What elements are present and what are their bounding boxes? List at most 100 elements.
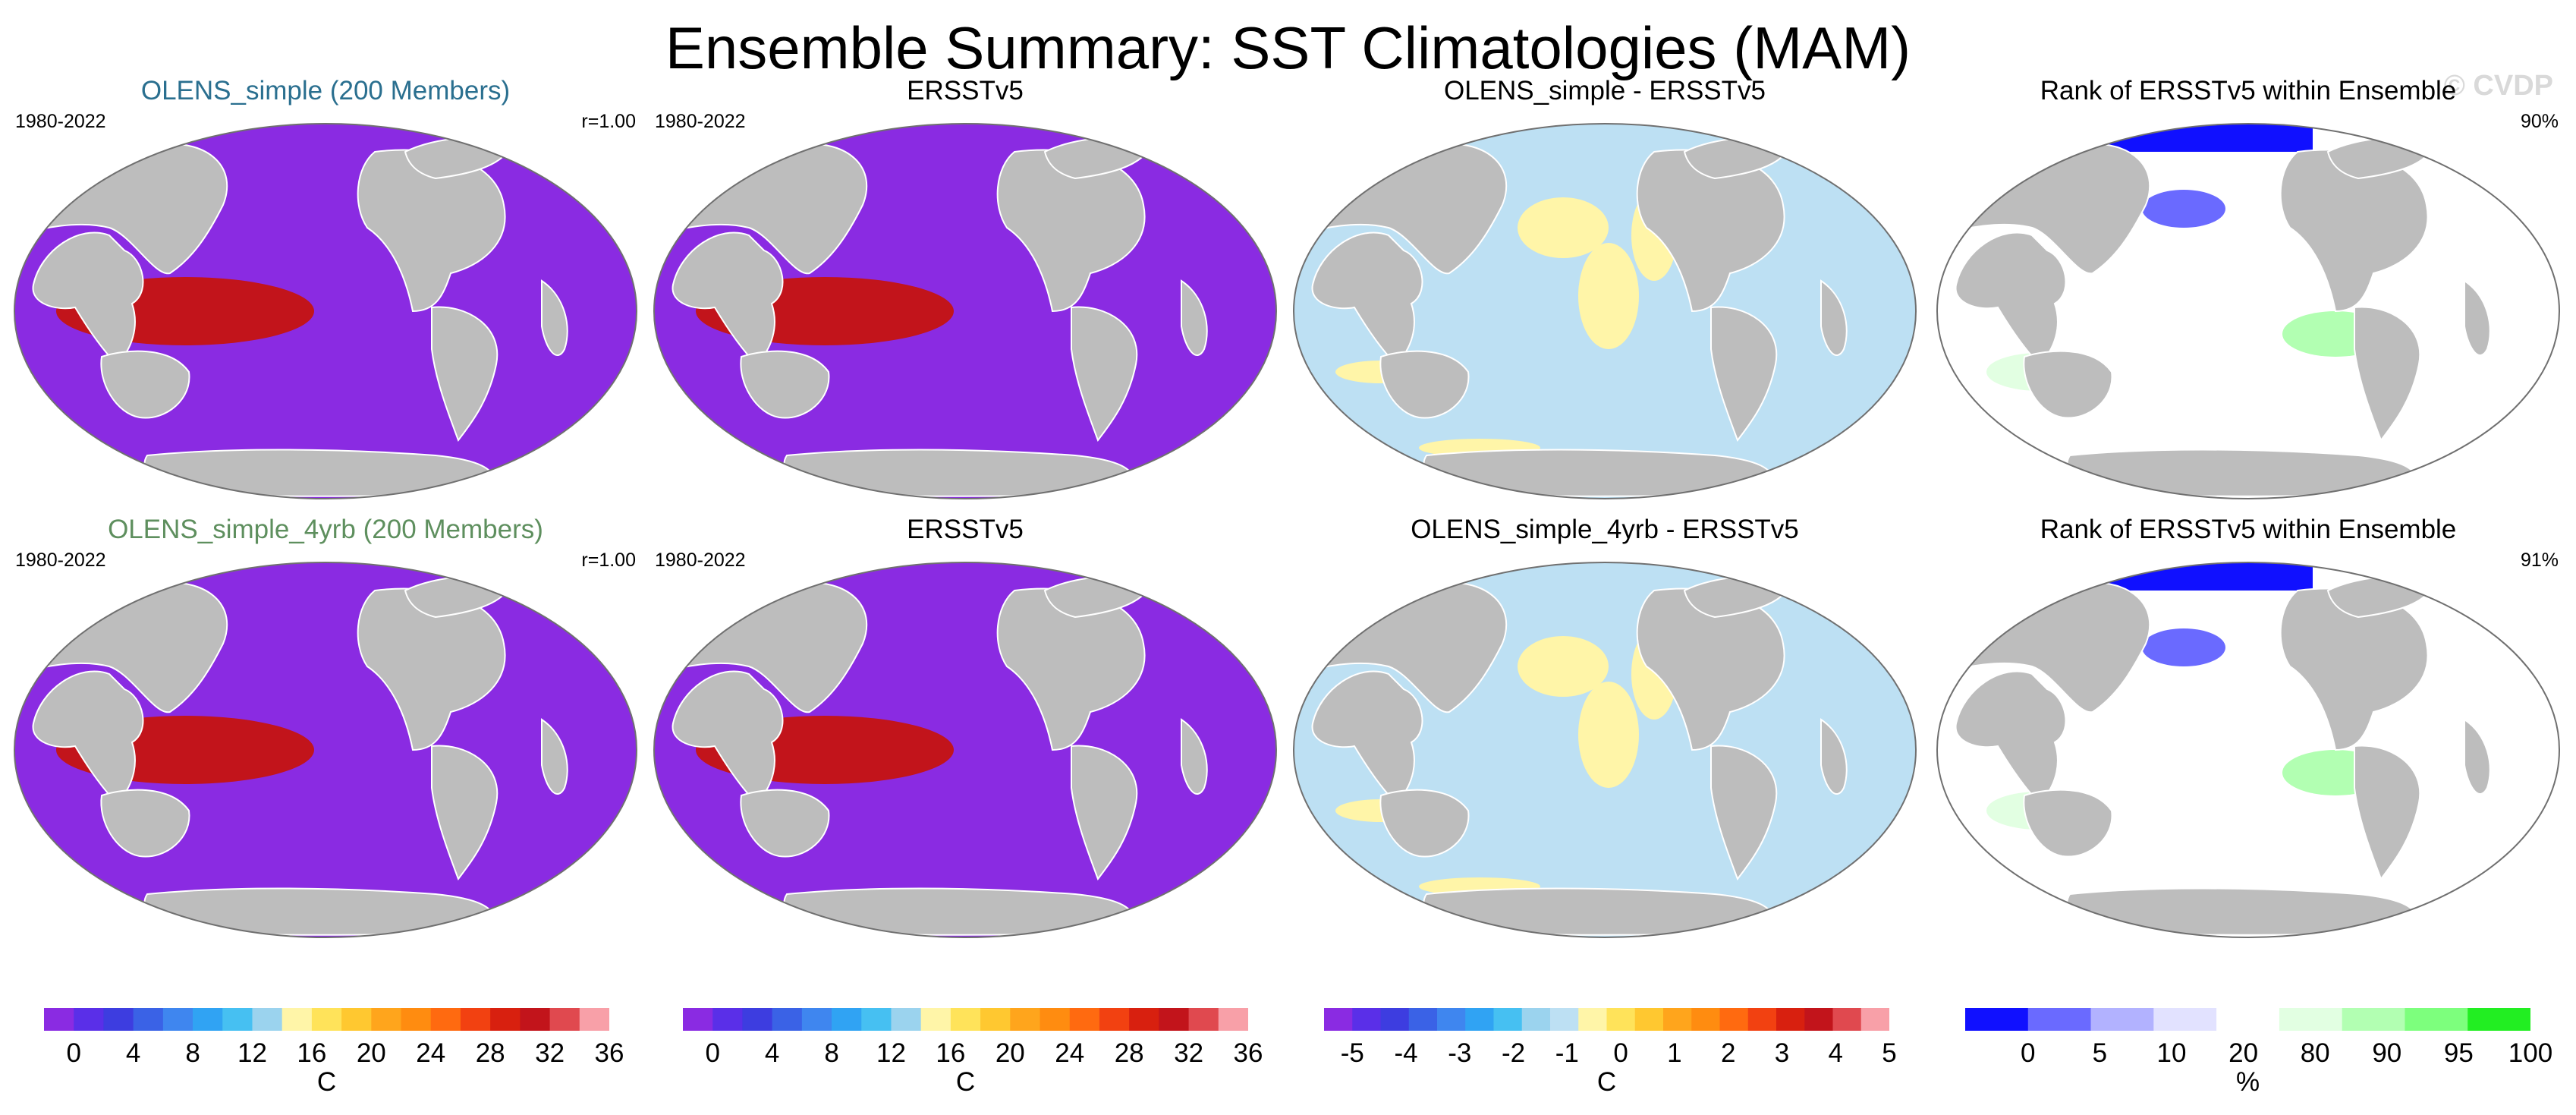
colorbar-swatch — [950, 1008, 981, 1031]
map-panel: OLENS_simple_4yrb (200 Members) 1980-2022… — [11, 515, 640, 940]
colorbar-swatch — [1691, 1008, 1720, 1031]
landmass — [2464, 718, 2491, 795]
colorbar-swatch — [801, 1008, 832, 1031]
colorbar-tick-label: 36 — [1233, 1038, 1263, 1068]
landmass — [2023, 350, 2113, 419]
colorbar-swatch — [1380, 1008, 1410, 1031]
colorbar-swatch — [2342, 1008, 2405, 1031]
colorbar-unit: C — [316, 1067, 337, 1097]
colorbar-unit: % — [2235, 1067, 2260, 1097]
colorbar-tick-label: 16 — [936, 1038, 966, 1068]
colorbar-swatch — [1437, 1008, 1466, 1031]
colorbar-swatch — [1521, 1008, 1551, 1031]
colorbar-swatch — [712, 1008, 743, 1031]
colorbar-swatch — [430, 1008, 461, 1031]
colorbar-swatch — [1719, 1008, 1749, 1031]
colorbar-unit: C — [955, 1067, 976, 1097]
rank-low-area — [2142, 628, 2225, 666]
landmass — [1071, 745, 1138, 881]
map-outline — [13, 123, 638, 499]
landmass — [1820, 279, 1848, 356]
colorbar: 0 5 10 20 80 90 95 100% — [1965, 1008, 2552, 1097]
colorbar-swatch — [772, 1008, 803, 1031]
colorbar-swatch — [401, 1008, 432, 1031]
colorbar-swatch — [2216, 1008, 2280, 1031]
colorbar-tick-label: 1 — [1667, 1038, 1682, 1068]
map-panel: ERSSTv5 1980-2022 — [650, 76, 1280, 501]
landmass — [2279, 149, 2429, 313]
panel-period: 1980-2022 — [655, 111, 746, 132]
colorbar-swatch — [832, 1008, 862, 1031]
landmass — [783, 887, 1134, 936]
colorbar-tick-label: 28 — [1114, 1038, 1144, 1068]
colorbar-tick-label: 24 — [416, 1038, 446, 1068]
map-panel: Rank of ERSSTv5 within Ensemble 90% — [1933, 76, 2563, 501]
map-panel: Rank of ERSSTv5 within Ensemble 91% — [1933, 515, 2563, 940]
colorbar-tick-label: 20 — [2228, 1038, 2259, 1068]
colorbar-swatch — [1188, 1008, 1219, 1031]
landmass — [2066, 449, 2417, 497]
panel-stat: r=1.00 — [581, 550, 636, 571]
robinson-map — [653, 123, 1278, 499]
colorbar: 0 4 8 12 16 20 24 28 32 36 C — [683, 1008, 1263, 1097]
colorbar-tick-label: 5 — [1882, 1038, 1897, 1068]
colorbar-swatch — [1408, 1008, 1438, 1031]
colorbar-tick-label: -3 — [1448, 1038, 1472, 1068]
colorbar-tick-label: 4 — [1828, 1038, 1843, 1068]
landmass — [431, 745, 499, 881]
colorbar-swatch — [371, 1008, 402, 1031]
colorbar-swatch — [1099, 1008, 1130, 1031]
panel-title: OLENS_simple (200 Members) — [140, 76, 511, 106]
colorbar-tick-label: 5 — [2092, 1038, 2108, 1068]
landmass — [996, 149, 1146, 313]
colorbar-swatch — [891, 1008, 922, 1031]
colorbar-tick-label: -2 — [1502, 1038, 1526, 1068]
landmass — [1071, 306, 1138, 443]
landmass — [1820, 718, 1848, 795]
colorbar-swatch — [579, 1008, 610, 1031]
landmass — [32, 670, 144, 805]
robinson-map — [1936, 562, 2561, 938]
landmass — [143, 449, 494, 497]
colorbar-swatch — [2467, 1008, 2531, 1031]
colorbar-swatch — [2027, 1008, 2092, 1031]
colorbar-tick-label: 4 — [125, 1038, 141, 1068]
diff-positive-area — [1518, 636, 1609, 697]
landmass — [2354, 306, 2421, 443]
landmass — [431, 306, 499, 443]
colorbar: -5 -4 -3 -2 -1 0 1 2 3 4 5 C — [1324, 1008, 1897, 1097]
landmass — [2279, 587, 2429, 751]
colorbar-tick-label: 32 — [535, 1038, 565, 1068]
colorbar-swatch — [222, 1008, 253, 1031]
colorbar-swatch — [1352, 1008, 1381, 1031]
map-outline — [1292, 123, 1917, 499]
landmass — [1636, 149, 1785, 313]
panel-period: 1980-2022 — [655, 550, 746, 571]
landmass — [996, 587, 1146, 751]
colorbar-swatch — [311, 1008, 342, 1031]
colorbar-tick-label: -4 — [1394, 1038, 1418, 1068]
colorbar-tick-label: 3 — [1774, 1038, 1790, 1068]
colorbar-tick-label: -5 — [1340, 1038, 1364, 1068]
figure-title: Ensemble Summary: SST Climatologies (MAM… — [665, 14, 1911, 81]
colorbar-tick-label: 80 — [2300, 1038, 2330, 1068]
landmass — [740, 350, 830, 419]
panel-stat: 90% — [2520, 111, 2559, 132]
map-panel: OLENS_simple_4yrb - ERSSTv5 — [1290, 515, 1920, 940]
landmass — [1636, 587, 1785, 751]
colorbar-tick-label: 10 — [2156, 1038, 2187, 1068]
landmass — [357, 587, 506, 751]
colorbar-swatch — [490, 1008, 521, 1031]
landmass — [1311, 670, 1423, 805]
colorbar-swatch — [1747, 1008, 1777, 1031]
colorbar-tick-label: 95 — [2443, 1038, 2474, 1068]
colorbar-swatch — [2279, 1008, 2343, 1031]
colorbar-tick-label: -1 — [1555, 1038, 1579, 1068]
colorbar-swatch — [861, 1008, 892, 1031]
colorbar-swatch — [1606, 1008, 1636, 1031]
landmass — [1710, 745, 1778, 881]
panel-period: 1980-2022 — [15, 550, 106, 571]
colorbar-swatch — [1965, 1008, 2029, 1031]
colorbar-tick-label: 0 — [1613, 1038, 1628, 1068]
landmass — [783, 449, 1134, 497]
